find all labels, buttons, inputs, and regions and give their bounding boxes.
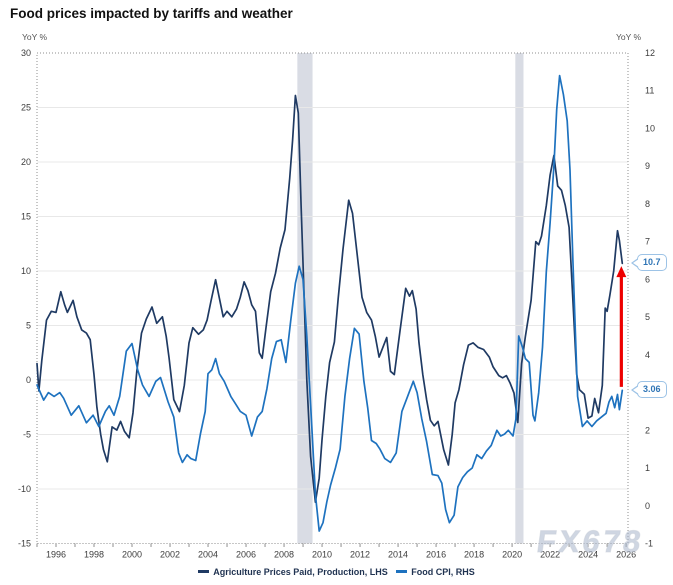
series-line-food-cpi — [36, 74, 624, 532]
right-axis-ticks: 1211109876543210-1 — [645, 48, 655, 549]
value-callout-food-cpi: 3.06 — [631, 381, 667, 399]
right-tick-label: 12 — [645, 48, 655, 58]
right-axis-unit-label: YoY % — [616, 32, 642, 42]
x-tick-label: 2014 — [388, 550, 408, 560]
x-tick-label: 2000 — [122, 550, 142, 560]
left-tick-label: 20 — [21, 157, 31, 167]
legend-item-food-cpi: Food CPI, RHS — [396, 567, 475, 577]
right-tick-label: 9 — [645, 161, 650, 171]
left-tick-label: 5 — [26, 321, 31, 331]
legend-item-agriculture: Agriculture Prices Paid, Production, LHS — [198, 567, 388, 577]
x-tick-label: 2022 — [540, 550, 560, 560]
x-tick-label: 2020 — [502, 550, 522, 560]
right-tick-label: 0 — [645, 501, 650, 511]
watermark: FX678 — [534, 524, 646, 560]
x-tick-label: 2026 — [616, 550, 636, 560]
right-tick-label: 2 — [645, 425, 650, 435]
right-tick-label: 8 — [645, 199, 650, 209]
left-tick-label: 10 — [21, 266, 31, 276]
right-tick-label: 4 — [645, 350, 650, 360]
recession-band — [515, 53, 524, 544]
x-tick-label: 2008 — [274, 550, 294, 560]
x-tick-label: 2018 — [464, 550, 484, 560]
x-tick-label: 2012 — [350, 550, 370, 560]
left-tick-label: 0 — [26, 375, 31, 385]
x-tick-label: 2002 — [160, 550, 180, 560]
left-tick-label: 25 — [21, 103, 31, 113]
x-tick-label: 2004 — [198, 550, 218, 560]
right-tick-label: 7 — [645, 237, 650, 247]
x-tick-label: 1998 — [84, 550, 104, 560]
legend-swatch-agriculture — [198, 570, 210, 573]
right-tick-label: 11 — [645, 86, 654, 96]
plot-border — [36, 52, 629, 544]
legend-swatch-food-cpi — [396, 570, 408, 573]
right-tick-label: 5 — [645, 312, 650, 322]
left-axis-unit-label: YoY % — [22, 32, 48, 42]
left-tick-label: -15 — [18, 539, 31, 549]
legend: Agriculture Prices Paid, Production, LHS… — [0, 567, 673, 577]
legend-label-food-cpi: Food CPI, RHS — [411, 567, 475, 577]
value-callout-agriculture: 10.7 — [631, 254, 667, 272]
left-tick-label: -10 — [18, 484, 31, 494]
x-tick-label: 2010 — [312, 550, 332, 560]
x-tick-label: 2024 — [578, 550, 598, 560]
trend-arrow-head — [616, 266, 627, 278]
chart-title: Food prices impacted by tariffs and weat… — [10, 6, 293, 21]
callout-value: 3.06 — [643, 384, 661, 395]
left-tick-label: 15 — [21, 212, 31, 222]
series-line-agriculture — [36, 94, 624, 503]
left-tick-label: -5 — [23, 430, 31, 440]
legend-label-agriculture: Agriculture Prices Paid, Production, LHS — [213, 567, 388, 577]
x-tick-label: 2016 — [426, 550, 446, 560]
x-tick-label: 2006 — [236, 550, 256, 560]
right-tick-label: 10 — [645, 123, 655, 133]
right-tick-label: 6 — [645, 274, 650, 284]
x-axis-ticks: 1996 1998 2000 2002 2004 2006 2008 2010 2012 2014… — [46, 550, 636, 560]
callout-value: 10.7 — [643, 257, 661, 268]
left-tick-label: 30 — [21, 48, 31, 58]
right-tick-label: 1 — [645, 463, 650, 473]
right-tick-label: -1 — [645, 539, 653, 549]
left-axis-ticks: 30 25 20 15 10 5 0 -5 -10 -15 — [18, 48, 31, 549]
x-tick-label: 1996 — [46, 550, 66, 560]
